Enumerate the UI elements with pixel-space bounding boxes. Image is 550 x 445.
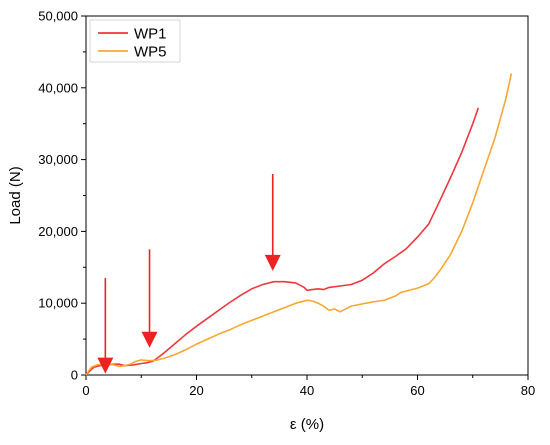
x-tick-label: 80 [521,383,535,398]
legend-box [89,19,181,63]
series-line-wp5 [85,73,513,376]
x-tick-label: 40 [300,383,314,398]
x-axis-title: ε (%) [290,416,324,433]
y-tick-label: 10,000 [38,296,78,311]
y-tick-label: 30,000 [38,152,78,167]
x-tick-label: 20 [189,383,203,398]
y-tick-label: 0 [71,368,78,383]
plot-area-frame [85,15,529,376]
y-tick-label: 20,000 [38,224,78,239]
annotation-arrow-1 [97,278,114,374]
legend-label-wp5: WP5 [134,44,167,61]
y-tick-label: 40,000 [38,80,78,95]
y-tick-label: 50,000 [38,9,78,24]
annotation-arrow-2 [141,249,158,348]
x-tick-label: 0 [82,383,89,398]
x-tick-label: 60 [410,383,424,398]
annotation-arrow-3 [264,173,281,271]
legend-label-wp1: WP1 [134,26,167,43]
y-axis-title: Load (N) [7,166,24,224]
